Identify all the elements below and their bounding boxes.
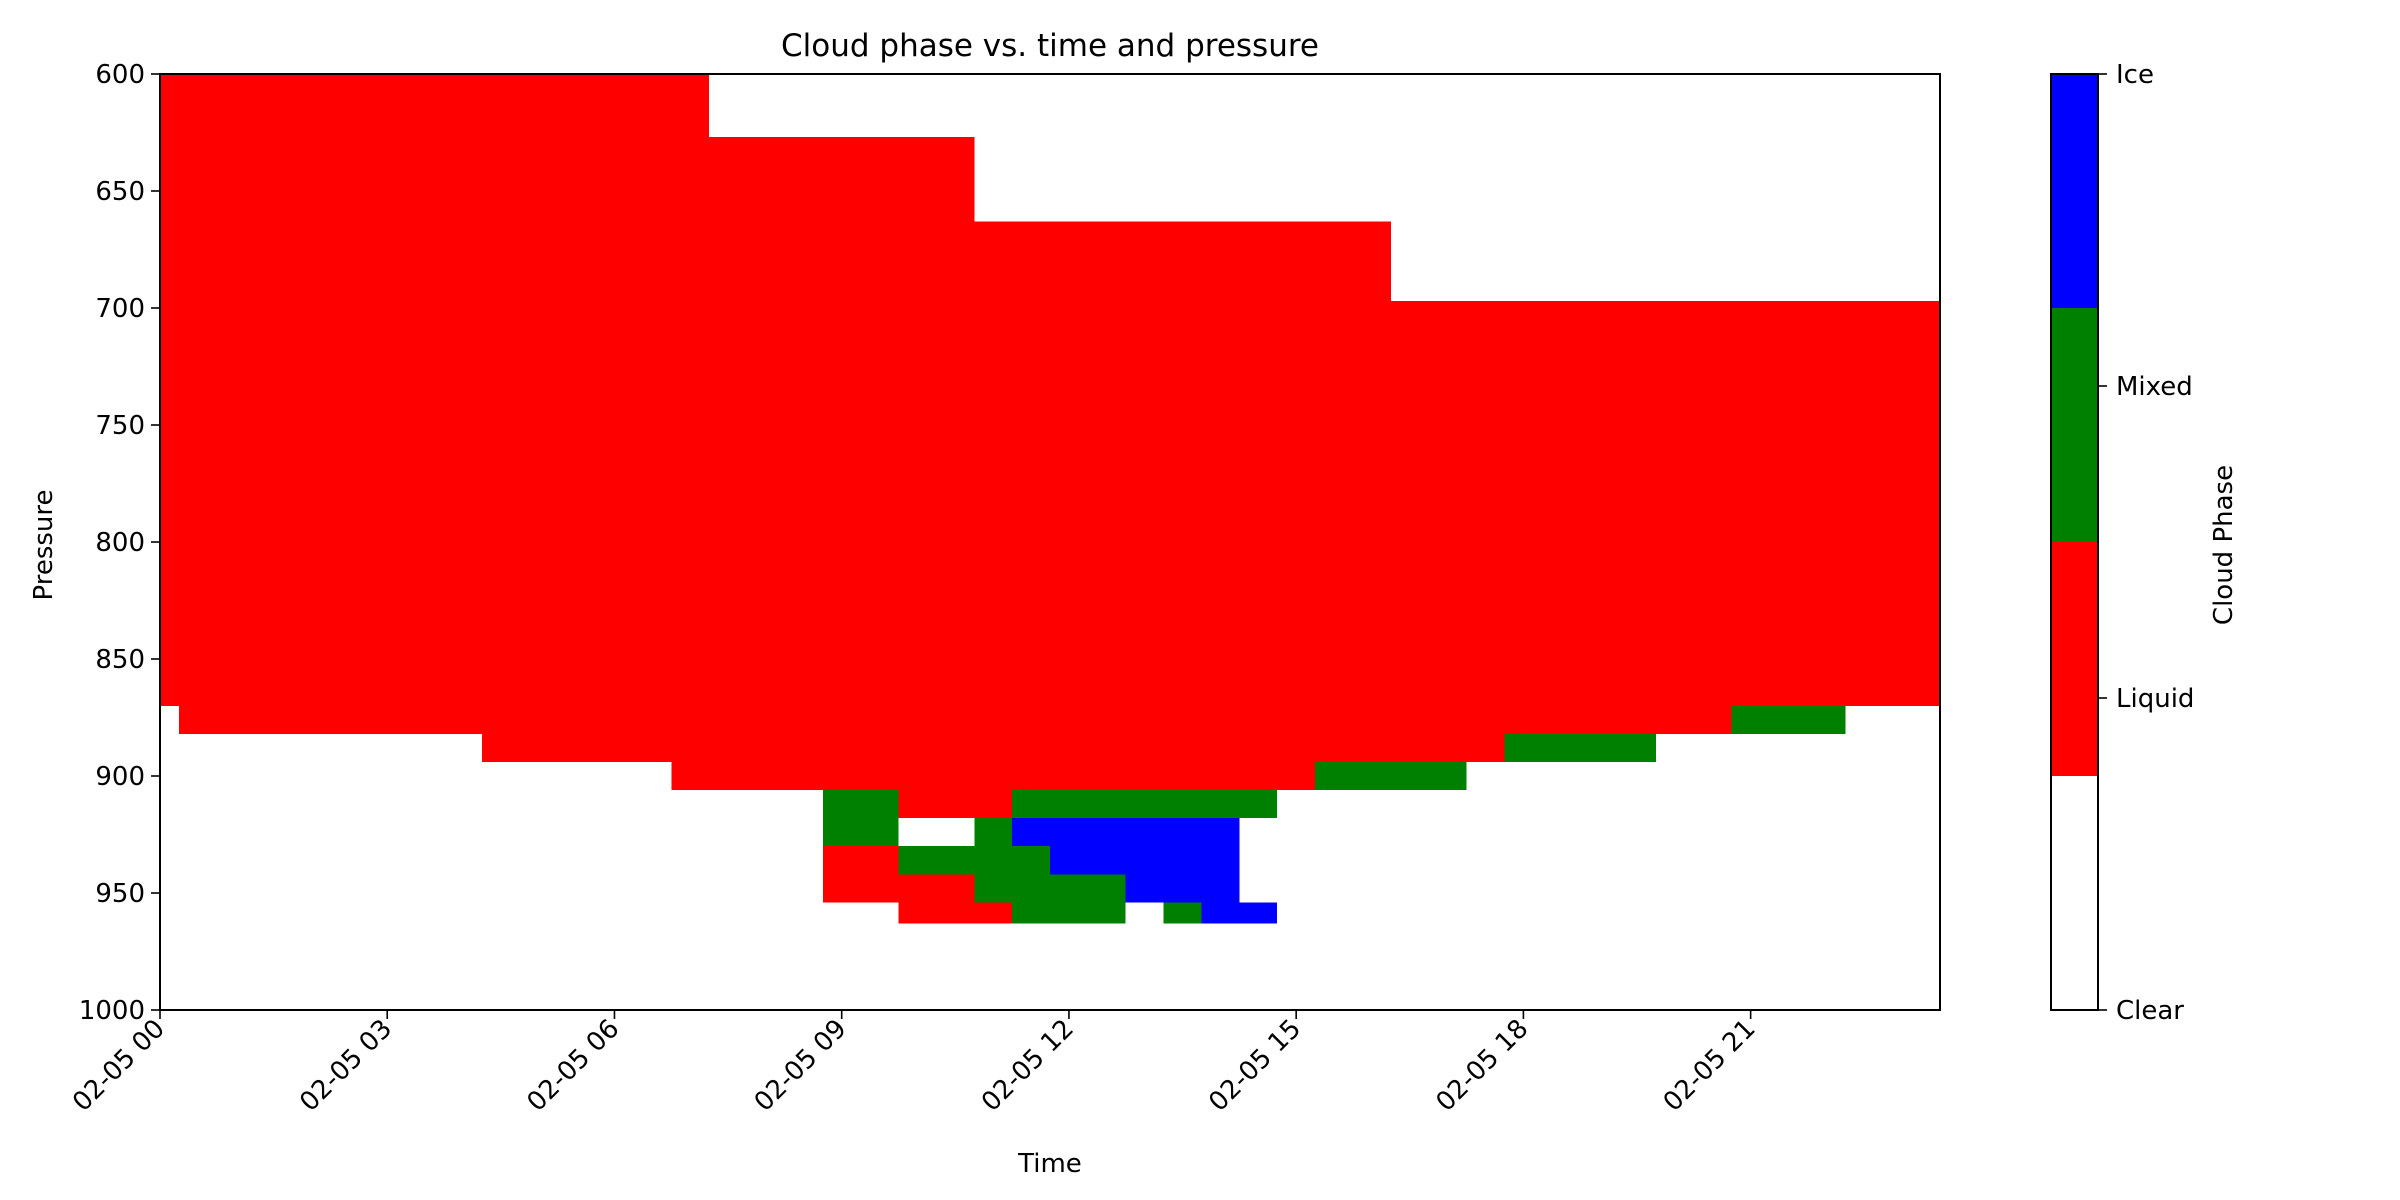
colorbar: Clear Liquid Mixed Ice [2050,60,2194,1026]
phase-cell-mixed [974,874,1126,903]
chart-title: Cloud phase vs. time and pressure [781,28,1319,64]
phase-cell-liquid [974,221,1391,791]
phase-cell-liquid [481,733,710,762]
phase-cell-mixed [898,846,1050,875]
colorbar-frame [2050,73,2099,1011]
phase-cell-mixed [1012,902,1126,924]
phase-cell-liquid [898,790,1013,819]
phase-cell-mixed [1012,790,1278,819]
phase-cell-ice [1201,902,1278,924]
y-tick-label: 650 [95,177,145,207]
phase-cell-mixed [822,790,899,847]
phase-cell-liquid [671,761,975,791]
phase-cell-liquid [822,846,899,903]
colorbar-segment-clear [2051,776,2098,1010]
y-tick-label: 1000 [79,996,145,1026]
phase-cell-liquid [709,137,975,762]
colorbar-tick-label: Ice [2116,60,2154,90]
phase-cell-ice [1050,846,1240,875]
colorbar-segment-liquid [2051,542,2098,776]
phase-cells [160,74,1940,924]
y-tick-label: 750 [95,411,145,441]
phase-cell-ice [1125,874,1240,903]
colorbar-segment-ice [2051,74,2098,308]
phase-cell-liquid [178,705,710,734]
colorbar-tick-label: Mixed [2116,372,2193,402]
colorbar-segment-mixed [2051,308,2098,542]
phase-cell-mixed [1731,705,1846,734]
phase-cell-mixed [974,818,1013,847]
y-tick-label: 600 [95,60,145,90]
phase-cell-mixed [1163,902,1202,924]
y-tick-label: 700 [95,294,145,324]
y-tick-label: 950 [95,879,145,909]
phase-cell-mixed [1504,733,1656,762]
phase-cell-liquid [898,902,1013,924]
phase-cell-liquid [1390,705,1732,734]
phase-cell-mixed [1315,761,1467,791]
y-axis: 600 650 700 750 800 850 900 950 1000 [79,60,160,1026]
phase-cell-liquid [1390,733,1505,762]
colorbar-tick-label: Liquid [2116,684,2194,714]
y-axis-label: Pressure [29,489,59,600]
phase-cell-liquid [1390,300,1940,706]
phase-cell-ice [1012,818,1240,847]
phase-cell-liquid [160,74,710,706]
colorbar-tick-label: Clear [2116,996,2184,1026]
y-tick-label: 800 [95,528,145,558]
y-tick-label: 850 [95,645,145,675]
x-axis-label: Time [1017,1149,1082,1179]
colorbar-label: Cloud Phase [2209,465,2239,625]
y-tick-label: 900 [95,762,145,792]
phase-cell-liquid [898,874,975,903]
